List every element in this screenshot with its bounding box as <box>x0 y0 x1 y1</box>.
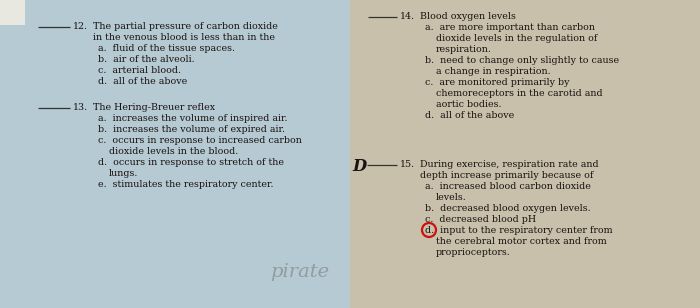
Text: lungs.: lungs. <box>109 169 139 178</box>
Text: b.  increases the volume of expired air.: b. increases the volume of expired air. <box>98 125 285 134</box>
Text: c.  are monitored primarily by: c. are monitored primarily by <box>425 78 570 87</box>
Text: The partial pressure of carbon dioxide: The partial pressure of carbon dioxide <box>93 22 278 31</box>
Text: 12.: 12. <box>73 22 88 31</box>
Text: During exercise, respiration rate and: During exercise, respiration rate and <box>420 160 598 169</box>
Text: d.  input to the respiratory center from: d. input to the respiratory center from <box>425 226 612 235</box>
Text: 15.: 15. <box>400 160 415 169</box>
Text: aortic bodies.: aortic bodies. <box>436 100 501 109</box>
Text: a.  increased blood carbon dioxide: a. increased blood carbon dioxide <box>425 182 591 191</box>
Text: the cerebral motor cortex and from: the cerebral motor cortex and from <box>436 237 607 246</box>
Text: proprioceptors.: proprioceptors. <box>436 248 511 257</box>
Text: dioxide levels in the blood.: dioxide levels in the blood. <box>109 147 238 156</box>
Text: d.  occurs in response to stretch of the: d. occurs in response to stretch of the <box>98 158 284 167</box>
Text: c.  occurs in response to increased carbon: c. occurs in response to increased carbo… <box>98 136 302 145</box>
Text: a.  increases the volume of inspired air.: a. increases the volume of inspired air. <box>98 114 288 123</box>
Text: d.  all of the above: d. all of the above <box>98 77 188 86</box>
Text: chemoreceptors in the carotid and: chemoreceptors in the carotid and <box>436 89 603 98</box>
Text: b.  air of the alveoli.: b. air of the alveoli. <box>98 55 195 64</box>
Text: e.  stimulates the respiratory center.: e. stimulates the respiratory center. <box>98 180 274 189</box>
Text: c.  decreased blood pH: c. decreased blood pH <box>425 215 536 224</box>
Text: b.  need to change only slightly to cause: b. need to change only slightly to cause <box>425 56 619 65</box>
Text: D: D <box>352 158 366 175</box>
Text: dioxide levels in the regulation of: dioxide levels in the regulation of <box>436 34 597 43</box>
Text: a.  are more important than carbon: a. are more important than carbon <box>425 23 595 32</box>
Text: levels.: levels. <box>436 193 467 202</box>
Text: The Hering-Breuer reflex: The Hering-Breuer reflex <box>93 103 215 112</box>
Text: a.  fluid of the tissue spaces.: a. fluid of the tissue spaces. <box>98 44 235 53</box>
Text: 14.: 14. <box>400 12 415 21</box>
Text: b.  decreased blood oxygen levels.: b. decreased blood oxygen levels. <box>425 204 591 213</box>
Text: respiration.: respiration. <box>436 45 492 54</box>
Text: pirate: pirate <box>270 263 329 281</box>
Text: Blood oxygen levels: Blood oxygen levels <box>420 12 516 21</box>
Text: in the venous blood is less than in the: in the venous blood is less than in the <box>93 33 275 42</box>
Text: depth increase primarily because of: depth increase primarily because of <box>420 171 594 180</box>
FancyBboxPatch shape <box>0 0 25 25</box>
Text: a change in respiration.: a change in respiration. <box>436 67 551 76</box>
Bar <box>0 0 350 308</box>
Bar <box>350 0 700 308</box>
Text: c.  arterial blood.: c. arterial blood. <box>98 66 181 75</box>
Text: d.  all of the above: d. all of the above <box>425 111 514 120</box>
Text: 13.: 13. <box>73 103 88 112</box>
